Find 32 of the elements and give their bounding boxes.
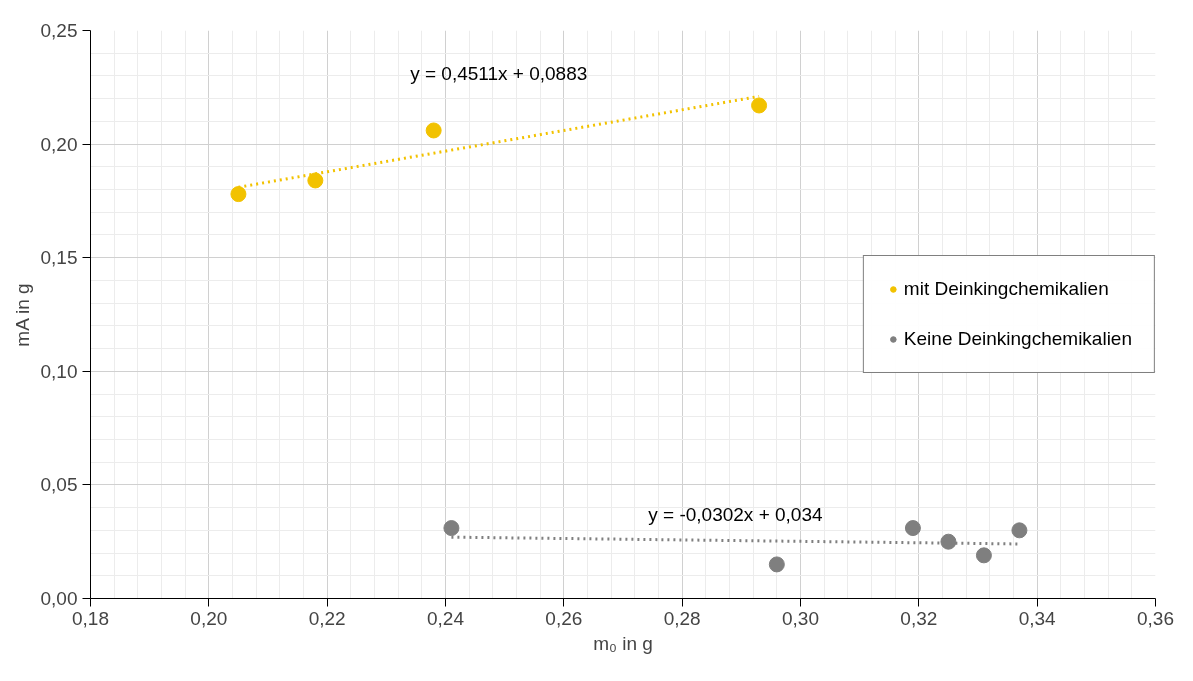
x-tick-label: 0,34 bbox=[1018, 607, 1057, 629]
point bbox=[1011, 522, 1028, 539]
point bbox=[940, 533, 957, 550]
y-tick-label: 0,00 bbox=[40, 588, 78, 609]
x-tick-label: 0,18 bbox=[72, 607, 109, 629]
x-tick-label: 0,30 bbox=[782, 607, 819, 629]
y-tick-label: 0,10 bbox=[40, 360, 78, 382]
point bbox=[975, 547, 992, 564]
point bbox=[751, 97, 768, 114]
point bbox=[230, 186, 247, 203]
legend-label: mit Deinkingchemikalien bbox=[903, 278, 1109, 300]
x-tick-label: 0,24 bbox=[427, 607, 465, 629]
y-tick-label: 0,25 bbox=[40, 20, 78, 41]
point bbox=[768, 556, 785, 573]
point bbox=[904, 520, 921, 537]
legend-label: Keine Deinkingchemikalien bbox=[903, 328, 1132, 350]
x-axis-title: m₀ in g bbox=[593, 632, 653, 654]
x-tick-label: 0,36 bbox=[1137, 607, 1174, 629]
point bbox=[425, 122, 442, 139]
y-tick-label: 0,20 bbox=[40, 133, 78, 155]
annotation: y = 0,4511x + 0,0883 bbox=[410, 63, 588, 85]
x-tick-label: 0,20 bbox=[190, 607, 228, 629]
x-tick-label: 0,22 bbox=[308, 607, 346, 629]
point bbox=[307, 172, 324, 189]
point bbox=[443, 520, 460, 537]
y-tick-label: 0,05 bbox=[40, 474, 78, 496]
x-tick-label: 0,26 bbox=[545, 607, 583, 629]
x-tick-label: 0,32 bbox=[900, 607, 938, 629]
y-axis-title: mA in g bbox=[11, 283, 33, 347]
y-tick-label: 0,15 bbox=[40, 247, 78, 269]
annotation: y = -0,0302x + 0,034 bbox=[648, 504, 823, 526]
x-tick-label: 0,28 bbox=[663, 607, 701, 629]
